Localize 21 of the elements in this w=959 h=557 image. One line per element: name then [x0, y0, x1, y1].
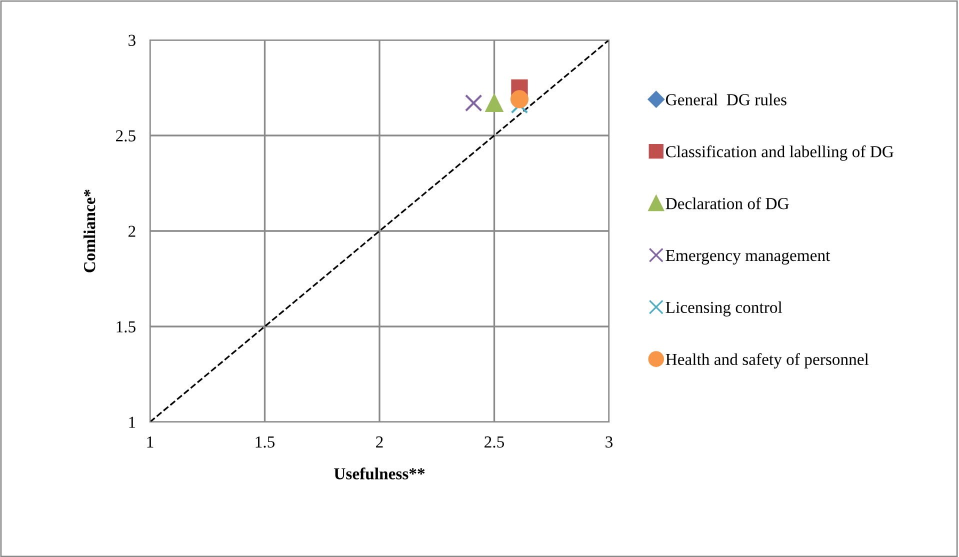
- legend-label: Declaration of DG: [666, 197, 789, 210]
- x-tick-label: 2.5: [484, 436, 504, 448]
- point: [464, 94, 482, 112]
- legend-label: Emergency management: [666, 250, 830, 265]
- legend-label: Classification and labelling of DG: [666, 145, 894, 161]
- y-tick-label: 2: [128, 226, 136, 237]
- x-tick-label: 3: [606, 436, 613, 448]
- y-tick-label: 1.5: [116, 321, 136, 333]
- point: [485, 94, 504, 112]
- x-axis-title: Usefulness**: [334, 468, 425, 480]
- y-tick-label: 3: [128, 34, 136, 46]
- x-tick-label: 1: [147, 436, 154, 448]
- y-axis-title: Comliance*: [83, 190, 96, 272]
- x-tick-label: 1.5: [256, 436, 275, 448]
- legend-label: Licensing control: [666, 301, 782, 316]
- legend-label: General DG rules: [666, 94, 786, 106]
- y-tick-label: 1: [129, 416, 136, 428]
- x-tick-label: 2: [376, 436, 383, 448]
- legend-label: Health and safety of personnel: [666, 353, 869, 368]
- y-tick-label: 2.5: [116, 130, 136, 142]
- point: [510, 90, 529, 108]
